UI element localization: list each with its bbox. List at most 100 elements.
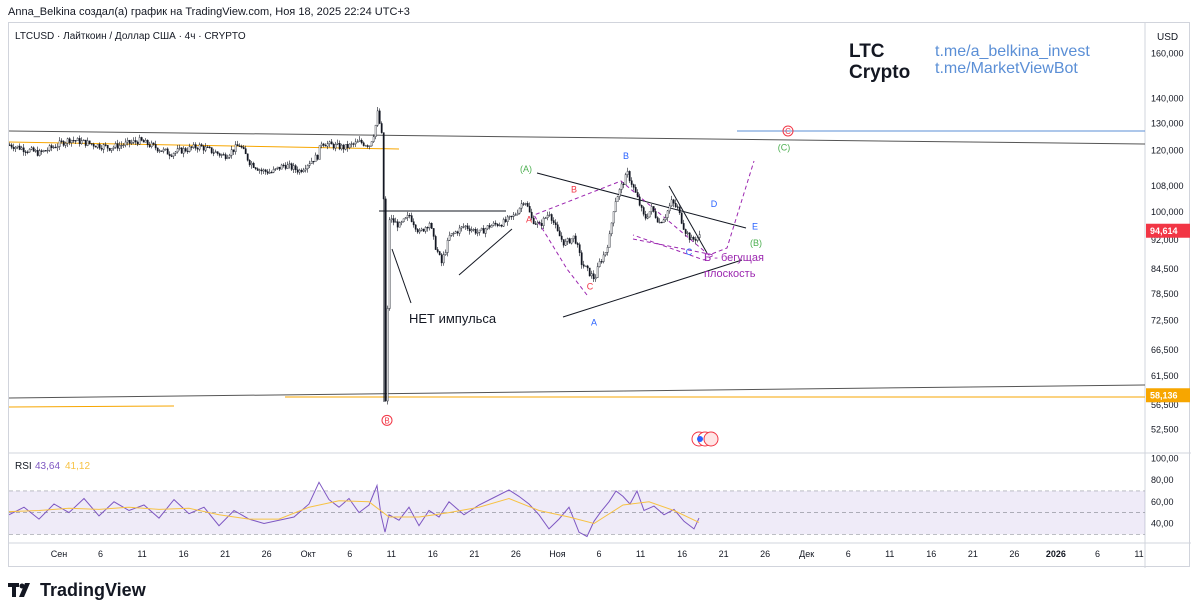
chart-svg[interactable]: LTCUSD · Лайткоин / Доллар США · 4ч · CR…: [8, 23, 1191, 568]
price-tick-label: 61,500: [1151, 371, 1179, 381]
candle-body: [596, 266, 599, 278]
candle-body: [486, 225, 489, 230]
candle-body: [388, 219, 391, 309]
candle-body: [438, 251, 441, 255]
wedge-line: [668, 185, 708, 254]
candle-body: [452, 232, 455, 235]
currency-label: USD: [1157, 32, 1178, 43]
event-badge-icon: [703, 431, 719, 447]
rsi-tick-label: 60,00: [1151, 497, 1174, 507]
candle-body: [610, 222, 613, 235]
candle-body: [38, 150, 41, 156]
candle-body: [506, 216, 509, 222]
candle-body: [656, 217, 659, 223]
candle-body: [692, 237, 695, 240]
candle-body: [256, 168, 259, 171]
candle-body: [338, 142, 341, 150]
candle-body: [654, 211, 657, 218]
candle-body: [636, 192, 639, 198]
candle-body: [476, 231, 479, 234]
candle-body: [616, 196, 619, 202]
time-tick-label: Сен: [51, 549, 68, 559]
candle-body: [142, 140, 145, 143]
candle-body: [202, 146, 205, 151]
candle-body: [24, 151, 27, 153]
candle-body: [294, 165, 297, 170]
rsi-tick-label: 80,00: [1151, 475, 1174, 485]
candle-body: [542, 217, 545, 226]
candle-body: [296, 169, 299, 173]
candle-body: [458, 227, 461, 234]
candle-body: [140, 137, 143, 141]
candle-body: [492, 222, 495, 226]
candle-body: [512, 214, 515, 217]
candle-body: [508, 215, 511, 218]
candle-body: [416, 229, 419, 233]
candle-body: [132, 140, 135, 143]
candle-body: [110, 148, 113, 151]
watermark-link2[interactable]: t.me/MarketViewBot: [935, 60, 1078, 77]
candle-body: [64, 142, 67, 146]
candle-body: [230, 149, 233, 156]
upper-resistance-line: [8, 130, 1146, 145]
candle-body: [392, 218, 395, 223]
candle-body: [622, 183, 625, 185]
candle-body: [670, 199, 673, 207]
candle-body: [328, 141, 331, 144]
candle-body: [618, 189, 621, 197]
time-tick-label: 11: [137, 549, 146, 559]
candle-body: [554, 222, 557, 225]
annotation-text: плоскость: [704, 268, 756, 280]
time-tick-label: Дек: [799, 549, 814, 559]
candle-body: [544, 217, 547, 219]
watermark-line2: Crypto: [849, 62, 910, 83]
candle-body: [646, 216, 649, 219]
candle-body: [40, 150, 43, 152]
event-badge-core: [697, 436, 703, 442]
candle-body: [192, 144, 195, 148]
candle-body: [582, 264, 585, 267]
candle-body: [628, 171, 631, 181]
candle-body: [358, 139, 361, 142]
wave-label: B: [623, 151, 629, 161]
candle-body: [556, 224, 559, 232]
candle-body: [592, 273, 595, 280]
candle-body: [350, 143, 353, 145]
rsi-line: [8, 497, 700, 525]
candle-body: [258, 169, 261, 171]
candle-body: [658, 221, 661, 224]
candle-body: [428, 223, 431, 229]
candle-body: [68, 138, 71, 143]
price-tick-label: 100,000: [1151, 207, 1184, 217]
candle-body: [194, 144, 197, 149]
rsi-tick-label: 40,00: [1151, 518, 1174, 528]
no-impulse-arrow: [391, 248, 412, 304]
candle-body: [456, 231, 459, 234]
candle-body: [454, 231, 457, 234]
candle-body: [362, 142, 365, 146]
wave-label: (B): [750, 238, 762, 248]
candle-body: [372, 136, 375, 142]
rsi-value2: 41,12: [65, 461, 90, 472]
time-tick-label: 16: [677, 549, 687, 559]
time-tick-label: 11: [1134, 549, 1143, 559]
footer-brand: TradingView: [40, 579, 146, 600]
price-tick-label: 72,500: [1151, 316, 1179, 326]
rsi-label: RSI: [15, 461, 32, 472]
candle-body: [472, 229, 475, 231]
candle-body: [98, 144, 101, 149]
candle-body: [562, 239, 565, 246]
candle-body: [58, 140, 61, 147]
candle-body: [688, 232, 691, 240]
candle-body: [224, 154, 227, 159]
price-label-box: [1146, 388, 1190, 403]
price-tick-label: 108,000: [1151, 181, 1184, 191]
time-tick-label: 6: [98, 549, 103, 559]
wave-label: A: [591, 317, 597, 327]
price-label: 58,136: [1150, 391, 1178, 401]
candle-body: [532, 217, 535, 225]
candle-body: [10, 144, 13, 148]
event-badges[interactable]: [691, 431, 719, 447]
wave-label-circle: [782, 125, 794, 137]
watermark-link1[interactable]: t.me/a_belkina_invest: [935, 43, 1090, 60]
